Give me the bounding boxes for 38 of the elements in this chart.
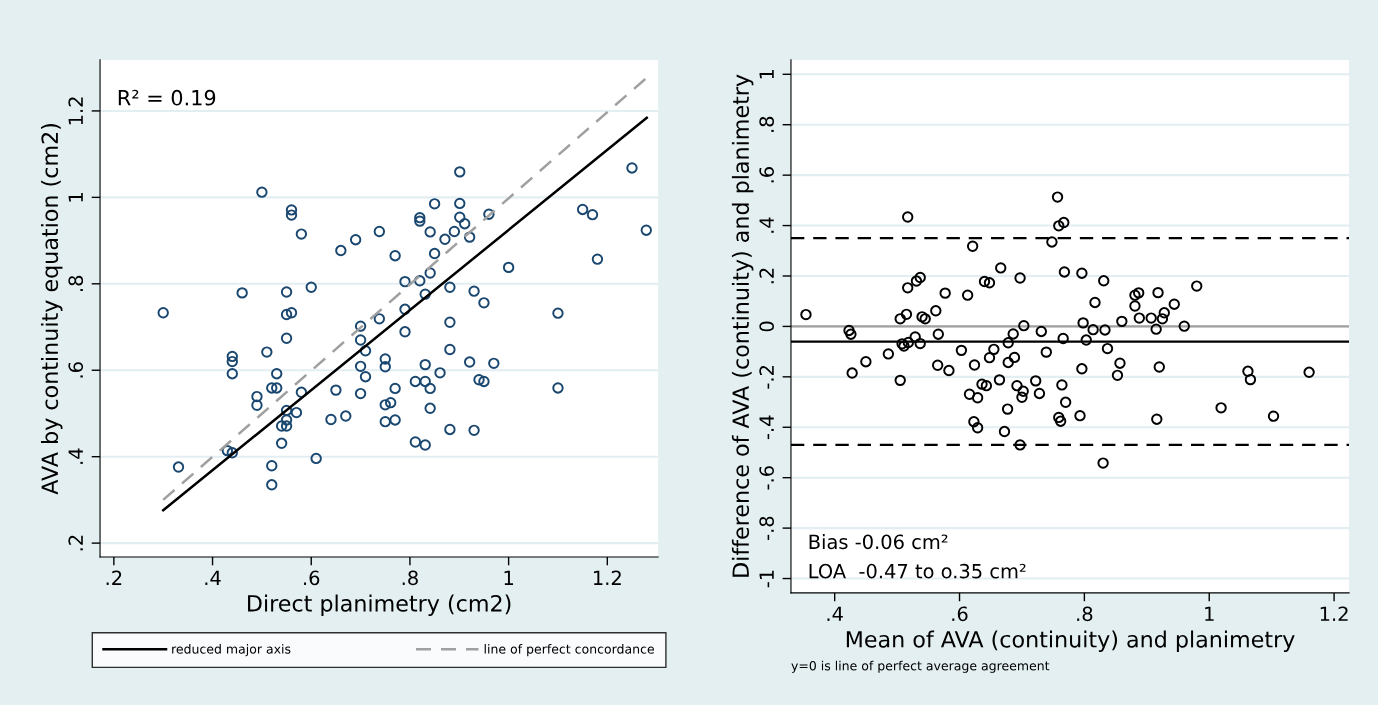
x-tick-label: 1	[504, 570, 514, 585]
y-tick-label: .2	[68, 535, 83, 551]
x-tick-label: 1	[1205, 606, 1214, 621]
y-tick-label: -.6	[759, 466, 775, 490]
x-tick-label: .6	[952, 606, 968, 622]
y-tick-label: -.4	[759, 415, 774, 440]
x-tick-label: .4	[827, 606, 843, 621]
y-tick-label: .2	[759, 268, 774, 284]
x-tick-label: .6	[304, 570, 320, 586]
legend-label: reduced major axis	[172, 644, 291, 657]
annotation: R² = 0.19	[118, 89, 216, 106]
annotation: LOA -0.47 to o.35 cm²	[809, 563, 1026, 579]
x-tick-label: 1.2	[1320, 606, 1348, 621]
y-tick-label: .4	[759, 217, 774, 233]
y-tick-label: -1	[759, 570, 774, 588]
y-tick-label: -.8	[759, 516, 775, 540]
x-axis-title: Mean of AVA (continuity) and planimetry	[846, 630, 1295, 652]
y-tick-label: 0	[759, 321, 775, 332]
y-axis-title: Difference of AVA (continuity) and planimetry	[731, 74, 754, 577]
y-tick-label: 1	[759, 69, 774, 79]
y-tick-label: 1	[68, 192, 83, 202]
y-tick-label: .8	[759, 116, 775, 132]
legend-label: line of perfect concordance	[484, 644, 654, 657]
y-tick-label: 1.2	[68, 97, 83, 125]
x-tick-label: .8	[1077, 606, 1093, 622]
y-tick-label: .4	[68, 448, 83, 464]
y-tick-label: .6	[68, 362, 84, 378]
y-tick-label: -.2	[759, 366, 774, 389]
y-tick-label: .6	[759, 167, 775, 183]
x-tick-label: .4	[205, 570, 221, 585]
y-tick-label: .8	[68, 275, 84, 291]
x-tick-label: 1.2	[593, 570, 621, 585]
x-axis-title: Direct planimetry (cm2)	[248, 594, 511, 617]
x-tick-label: .8	[402, 570, 418, 586]
text: y=0 is line of perfect average agreement	[791, 660, 1050, 673]
annotation: Bias -0.06 cm²	[809, 534, 948, 550]
x-tick-label: .2	[106, 570, 122, 585]
y-axis-title: AVA by continuity equation (cm2)	[40, 124, 63, 495]
